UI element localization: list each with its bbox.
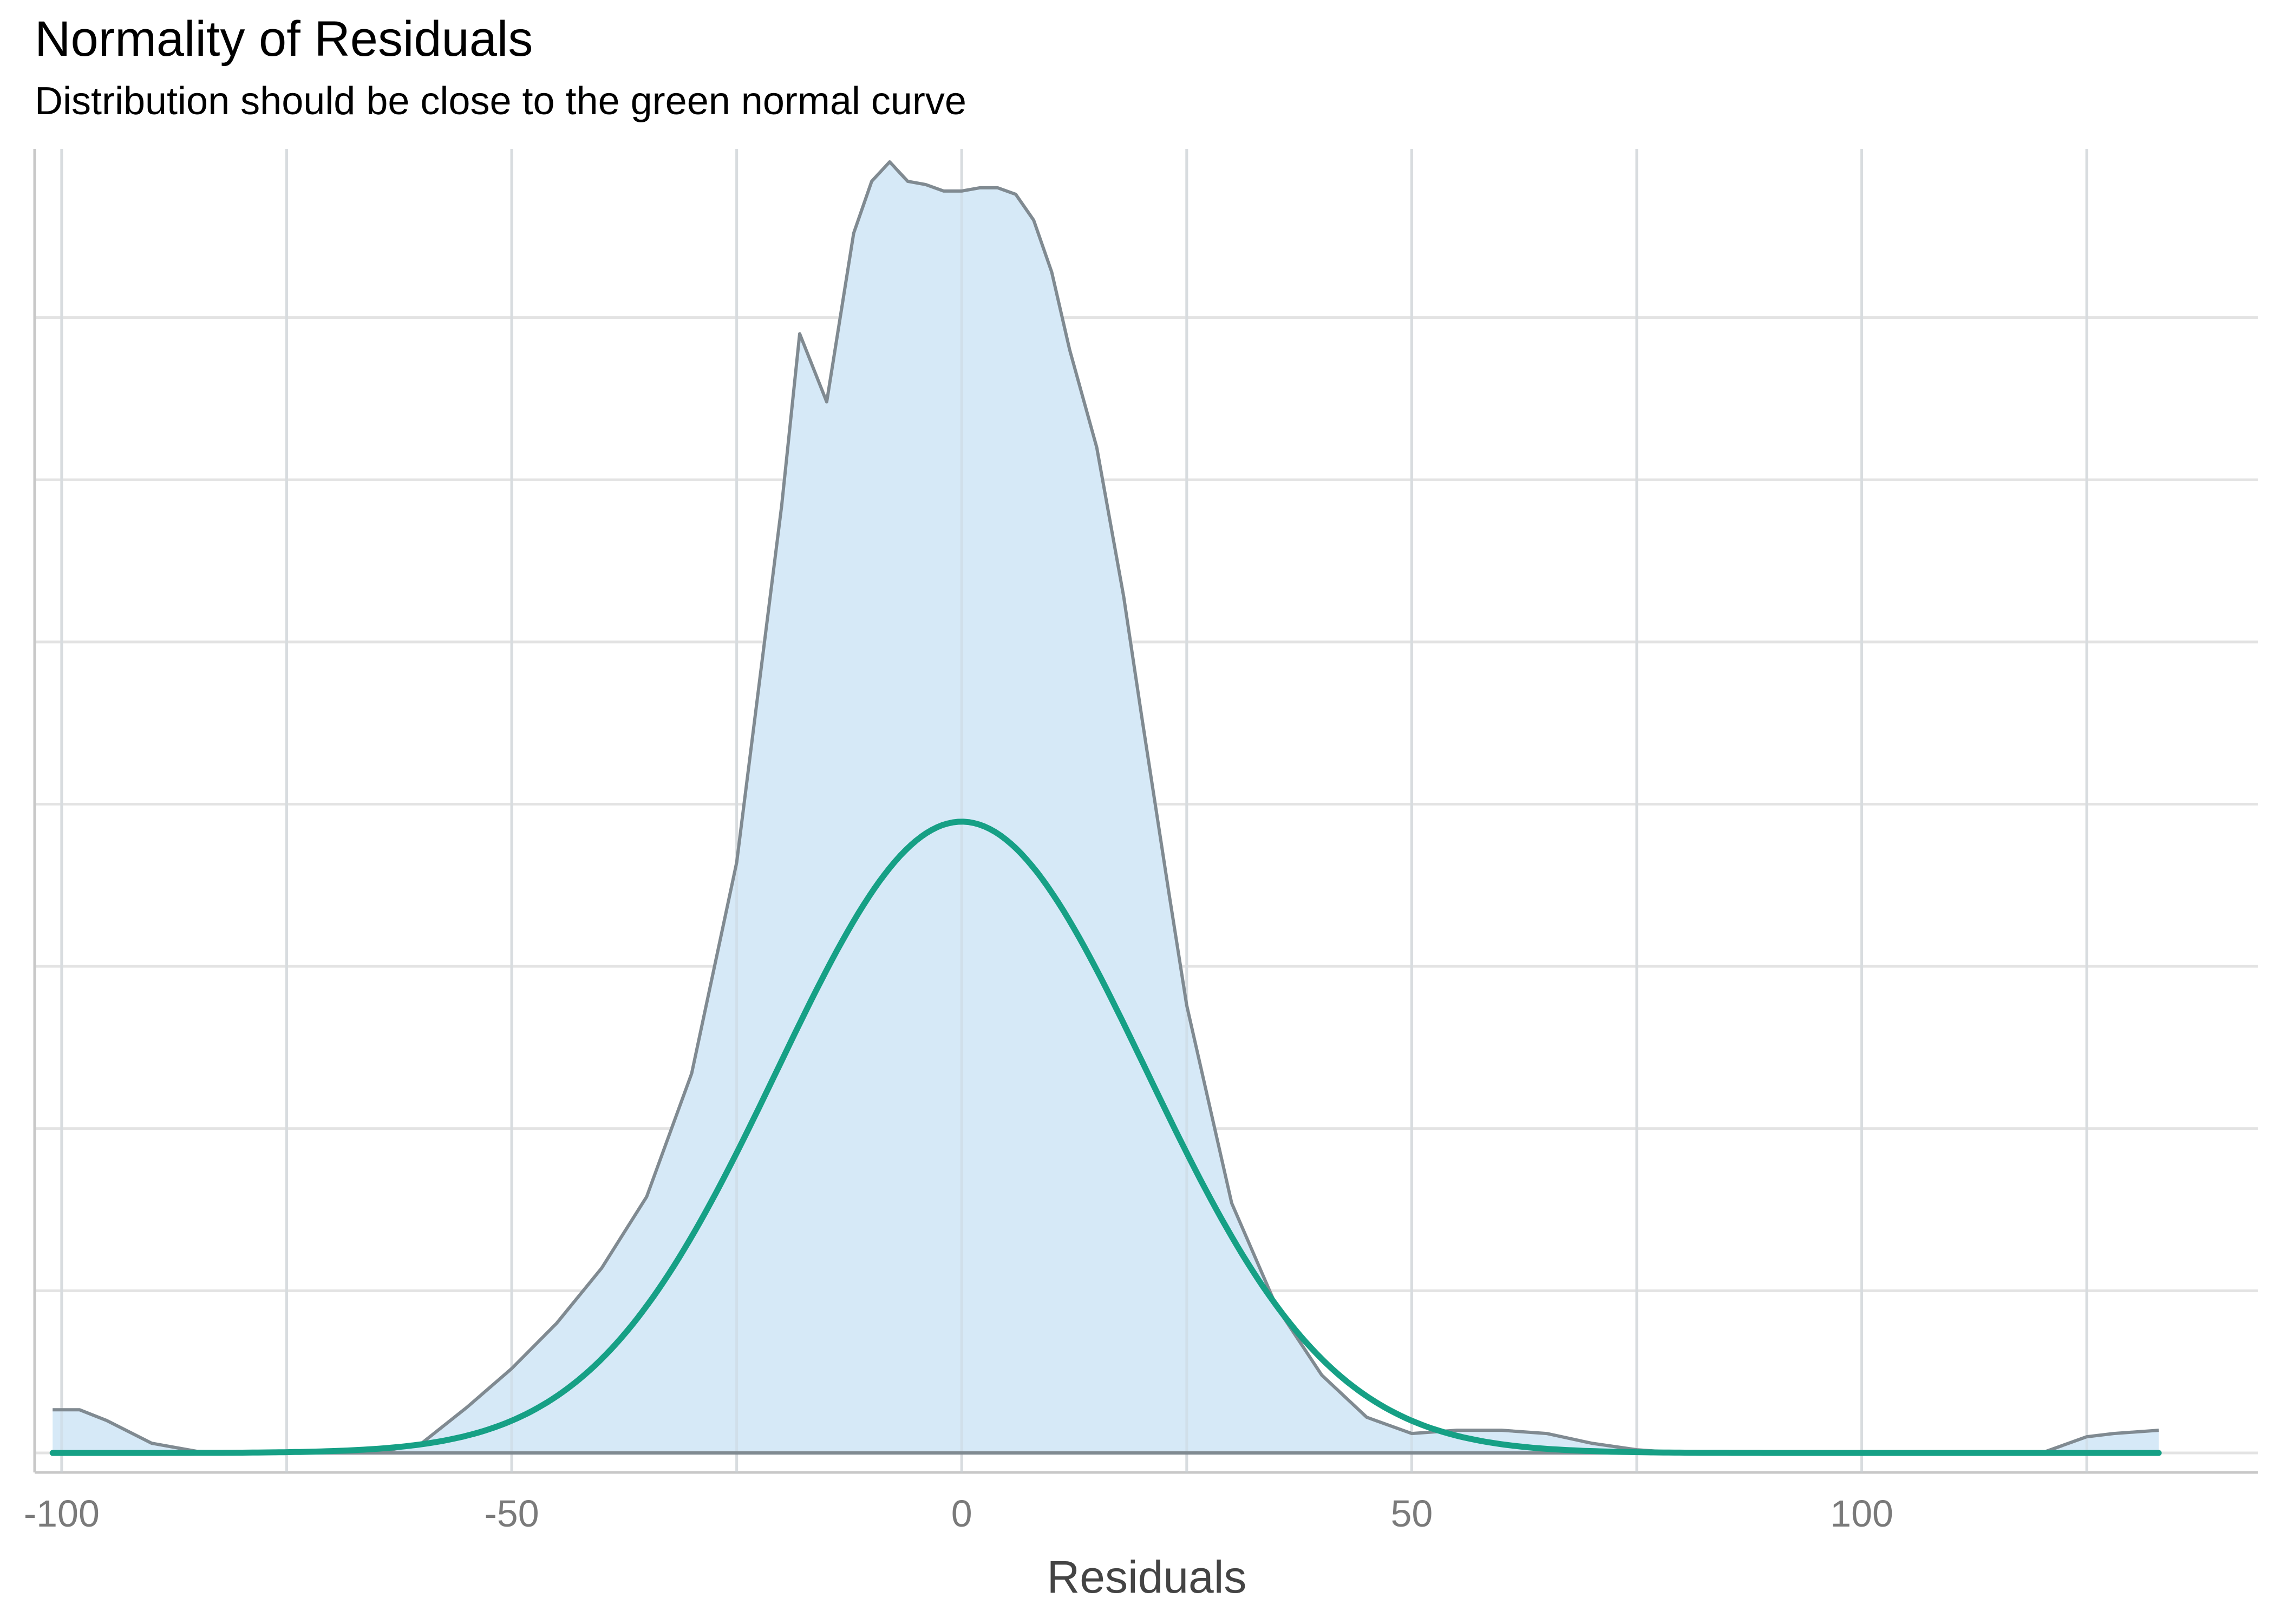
x-tick-label: 100 <box>1830 1492 1893 1535</box>
series-layer <box>49 149 2162 1472</box>
x-tick-label: -50 <box>484 1492 539 1535</box>
normal-curve-line <box>49 818 2162 1456</box>
x-tick-label: 50 <box>1390 1492 1433 1535</box>
x-tick-label: 0 <box>951 1492 972 1535</box>
density-area <box>53 162 2159 1453</box>
x-tick-labels: -100 -50 0 50 100 <box>24 1492 1893 1535</box>
x-tick-label: -100 <box>24 1492 100 1535</box>
axes <box>33 149 2258 1474</box>
chart-subtitle: Distribution should be close to the gree… <box>35 80 966 123</box>
x-axis-title: Residuals <box>1047 1551 1247 1602</box>
chart-title: Normality of Residuals <box>35 11 533 67</box>
